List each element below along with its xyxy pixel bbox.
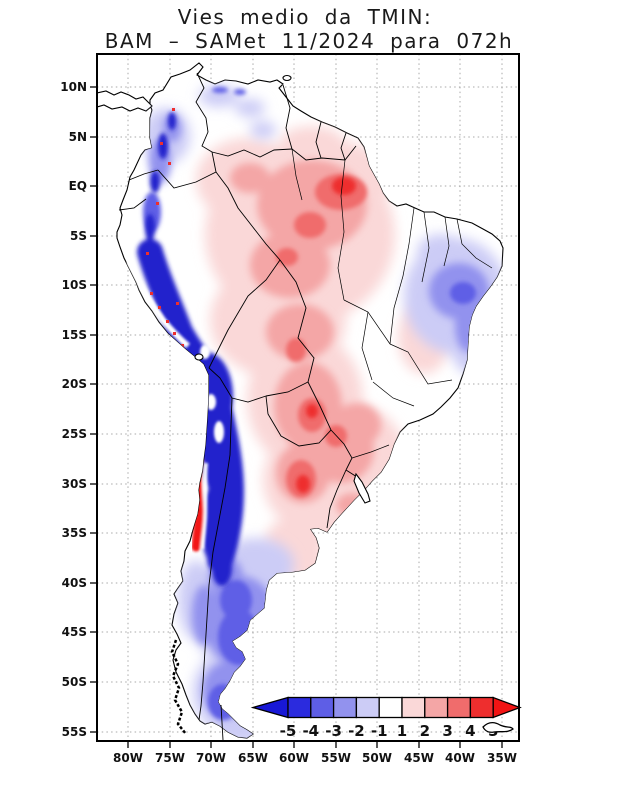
lon-tick-label: 60W [279,751,309,765]
andes-red-speckles [146,108,193,360]
colorbar-tick-label: 4 [465,722,475,740]
colorbar-segment [287,696,312,719]
lat-tick-label: 40S [62,576,87,590]
colorbar-tick-label: -5 [280,722,297,740]
lon-tick-label: 45W [404,751,434,765]
colorbar-tick-label: 2 [420,722,430,740]
lagoa-dos-patos [353,472,371,504]
trinidad-island [282,74,292,82]
colorbar-tick-label: -3 [325,722,342,740]
lat-axis-ticks [90,86,97,733]
land-layer [97,62,504,741]
lon-tick-label: 35W [487,751,517,765]
colorbar-segment [424,696,449,719]
colorbar-segment [355,696,380,719]
lat-tick-label: 55S [62,725,87,739]
colorbar-segment [378,696,403,719]
country-borders [118,72,365,741]
colorbar-segment [310,696,335,719]
bias-pos-deep [296,177,356,493]
lat-tick-label: 35S [62,526,87,540]
lon-tick-label: 55W [321,751,351,765]
colorbar-tick-label: 3 [442,722,452,740]
lon-tick-label: 75W [155,751,185,765]
lat-tick-label: 15S [62,328,87,342]
colorbar-right-arrow [492,696,522,719]
lat-tick-label: 10S [62,278,87,292]
colorbar-tick-label: -1 [371,722,388,740]
lon-axis-ticks [127,741,503,748]
colorbar-tick-label: -2 [348,722,365,740]
lat-tick-label: 20S [62,377,87,391]
lon-axis-labels: 80W 75W 70W 65W 60W 55W 50W 45W 40W 35W [113,751,517,765]
colorbar-tick-label: 1 [397,722,407,740]
lat-tick-label: 50S [62,675,87,689]
lat-axis-labels: 10N 5N EQ 5S 10S 15S 20S 25S 30S 35S 40S… [60,80,87,739]
lat-tick-label: 45S [62,625,87,639]
colorbar: -5 -4 -3 -2 -1 1 2 3 4 5 [250,696,522,740]
lon-tick-label: 65W [238,751,268,765]
lat-tick-label: 5S [70,229,87,243]
bias-shading [125,85,503,738]
map-frame [96,53,520,742]
lat-tick-label: 25S [62,427,87,441]
colorbar-tick-label: -4 [302,722,319,740]
lat-tick-label: 30S [62,477,87,491]
colorbar-segment [446,696,472,719]
figure-title-line1: Vies medio da TMIN: [178,5,432,29]
lake-titicaca [194,353,204,361]
lat-tick-label: 10N [60,80,87,94]
lat-tick-label: 5N [69,130,87,144]
colorbar-segment [469,696,494,719]
colorbar-segment [332,696,358,719]
figure-title-line2: BAM – SAMet 11/2024 para 072h [105,29,513,53]
south-georgia-island [482,721,514,733]
lon-tick-label: 40W [445,751,475,765]
colorbar-segment [401,696,426,719]
lon-tick-label: 80W [113,751,143,765]
state-borders [291,148,493,459]
chilean-fjord-islands [170,639,187,735]
lon-tick-label: 70W [196,751,226,765]
lat-tick-label: EQ [69,179,87,193]
lon-tick-label: 50W [362,751,392,765]
